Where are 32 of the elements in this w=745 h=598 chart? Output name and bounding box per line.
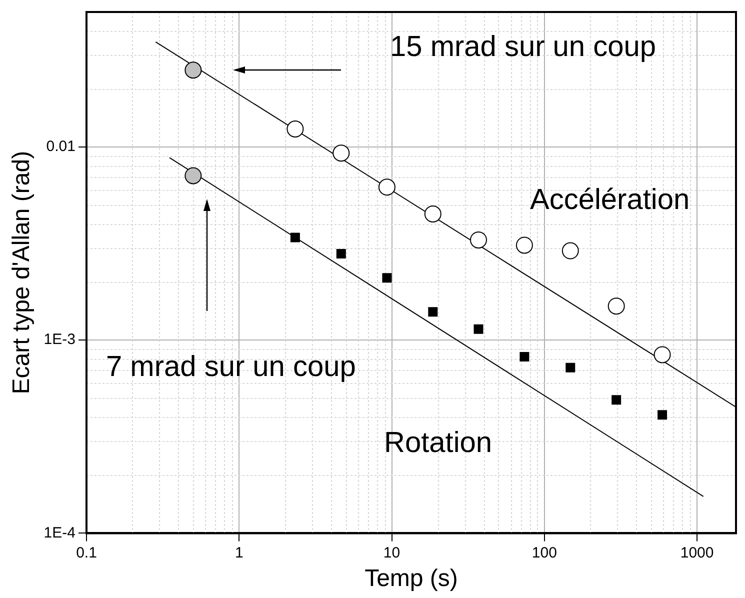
point [470, 231, 487, 248]
point [290, 232, 300, 242]
point [654, 346, 671, 364]
point [382, 273, 392, 283]
point [336, 248, 346, 258]
y-axis-title: Ecart type d'Allan (rad) [8, 150, 36, 394]
point [378, 178, 396, 196]
annotation: 15 mrad sur un coup [390, 30, 656, 64]
point [474, 324, 484, 334]
point [520, 352, 530, 362]
point [562, 242, 579, 260]
series-label: Accélération [530, 183, 690, 217]
point [516, 236, 533, 254]
x-axis-title: Temp (s) [364, 565, 458, 592]
annotation: 7 mrad sur un coup [106, 350, 356, 384]
y-tick-label: 1E-4 [44, 524, 76, 542]
x-tick-label: 100 [532, 544, 557, 562]
text: Rotation [384, 426, 492, 460]
x-tick-label: 1 [234, 544, 244, 562]
point [608, 298, 625, 315]
point [428, 307, 438, 317]
point [286, 120, 304, 138]
point [566, 362, 576, 372]
point [424, 205, 442, 222]
x-tick-label: 0.1 [76, 544, 97, 562]
x-tick-label: 10 [383, 544, 400, 562]
point [332, 144, 350, 162]
x-tick-label: 1000 [680, 544, 714, 562]
y-tick-label: 1E-3 [44, 331, 76, 348]
point [658, 410, 668, 420]
y-tick-label: 0.01 [46, 138, 76, 156]
point [612, 395, 622, 405]
